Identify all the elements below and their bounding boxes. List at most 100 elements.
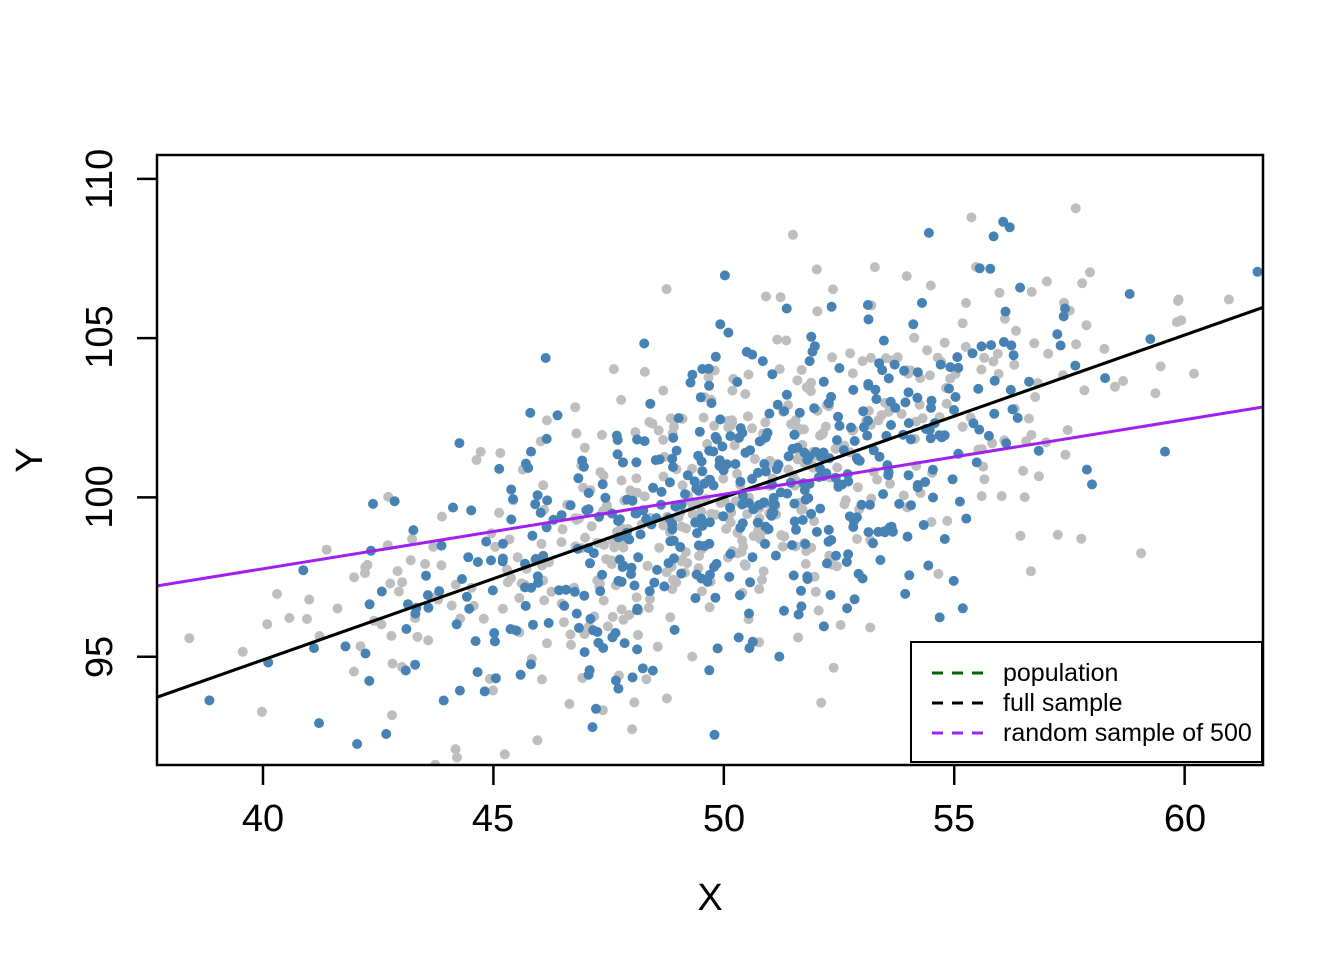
data-point	[862, 300, 873, 310]
data-point	[471, 455, 482, 465]
data-point	[697, 586, 707, 597]
data-point	[629, 697, 640, 708]
data-point	[558, 617, 569, 628]
data-point	[777, 541, 788, 552]
data-point	[360, 568, 370, 579]
data-point	[692, 528, 702, 539]
data-point	[682, 470, 693, 481]
data-point	[743, 369, 754, 380]
data-point	[348, 666, 359, 677]
data-point	[693, 485, 704, 496]
data-point	[788, 570, 799, 581]
data-point	[743, 411, 753, 422]
data-point	[796, 365, 807, 375]
data-point	[400, 665, 411, 676]
data-point	[494, 463, 505, 474]
data-point	[971, 457, 982, 468]
data-point	[704, 517, 715, 528]
data-point	[489, 628, 500, 638]
data-point	[685, 377, 696, 388]
data-point	[730, 459, 741, 469]
data-point	[497, 603, 508, 614]
data-point	[490, 541, 501, 552]
data-point	[872, 474, 883, 485]
data-point	[423, 602, 434, 613]
data-point	[423, 635, 434, 646]
data-point	[613, 516, 624, 526]
data-point	[454, 438, 465, 449]
data-point	[782, 488, 793, 499]
data-point	[364, 599, 375, 610]
data-point	[792, 454, 803, 465]
data-point	[890, 402, 901, 413]
data-point	[960, 341, 971, 352]
plot-content	[157, 203, 1328, 765]
data-point	[571, 428, 582, 439]
data-point	[857, 356, 868, 367]
data-point	[665, 612, 676, 623]
data-point	[818, 621, 829, 632]
data-point	[428, 541, 439, 552]
data-point	[694, 426, 705, 437]
data-point	[912, 480, 923, 490]
data-point	[979, 352, 990, 363]
data-point	[768, 507, 779, 518]
data-point	[954, 496, 965, 507]
data-point	[823, 524, 834, 535]
data-point	[876, 410, 887, 421]
data-point	[631, 592, 642, 603]
data-point	[802, 571, 813, 582]
data-point	[706, 398, 717, 409]
data-point	[828, 662, 839, 673]
data-point	[1052, 529, 1063, 540]
data-point	[633, 630, 643, 640]
data-point	[961, 298, 971, 308]
data-point	[627, 724, 638, 735]
data-point	[1019, 492, 1030, 503]
data-point	[389, 496, 400, 507]
data-point	[475, 446, 486, 457]
data-point	[831, 550, 841, 561]
data-point	[986, 340, 997, 351]
data-point	[843, 476, 854, 487]
data-point	[917, 297, 927, 308]
data-point	[1015, 530, 1026, 541]
data-point	[376, 586, 387, 597]
data-point	[641, 674, 652, 685]
data-point	[732, 468, 743, 479]
data-point	[533, 577, 544, 588]
data-point	[725, 549, 736, 559]
data-point	[878, 335, 889, 346]
data-point	[1060, 303, 1070, 314]
data-point	[677, 480, 688, 491]
data-point	[632, 603, 643, 614]
data-point	[933, 568, 944, 579]
data-point	[826, 391, 837, 402]
data-point	[527, 530, 538, 541]
data-point	[1076, 533, 1087, 544]
data-point	[673, 413, 684, 424]
data-point	[1033, 445, 1044, 456]
data-point	[840, 495, 851, 506]
data-point	[184, 633, 195, 644]
data-point	[775, 292, 786, 303]
data-point	[904, 570, 915, 581]
data-point	[661, 567, 672, 578]
x-axis-label: X	[697, 877, 723, 919]
data-point	[552, 410, 563, 421]
data-point	[632, 434, 643, 445]
data-point	[863, 415, 873, 426]
data-point	[923, 560, 934, 571]
data-point	[825, 590, 836, 600]
data-point	[789, 516, 800, 527]
data-point	[1318, 231, 1328, 241]
data-point	[718, 511, 729, 522]
data-point	[478, 613, 489, 624]
data-point	[1043, 348, 1054, 359]
data-point	[542, 638, 552, 649]
data-point	[924, 424, 935, 435]
data-point	[789, 498, 800, 509]
data-point	[664, 477, 675, 488]
data-point	[525, 407, 536, 418]
data-point	[747, 552, 758, 563]
